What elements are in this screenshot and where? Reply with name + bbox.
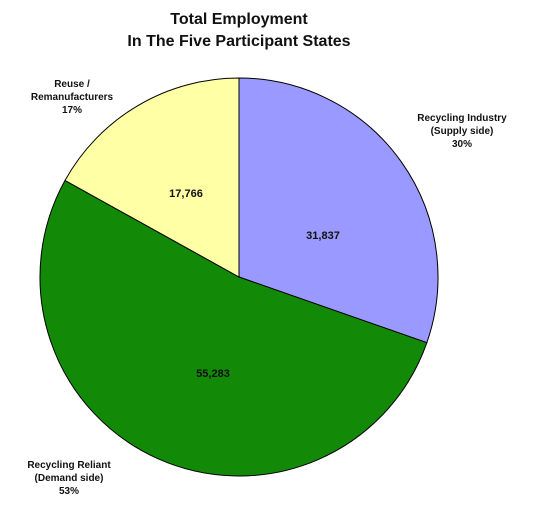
value-label-recycling-industry: 31,837: [306, 230, 340, 242]
category-label-recycling-reliant: Recycling Reliant (Demand side) 53%: [27, 460, 111, 497]
category-label-recycling-industry: Recycling Industry (Supply side) 30%: [417, 113, 507, 150]
category-label-reuse-remanufacturers: Reuse / Remanufacturers 17%: [31, 79, 114, 116]
pie-slice-reuse-remanufacturers: [64, 77, 240, 278]
value-label-recycling-reliant: 55,283: [196, 368, 230, 380]
pie-slices: [39, 77, 439, 477]
pie-labels: 31,837 Recycling Industry (Supply side) 30%…: [27, 79, 507, 497]
chart-title: Total Employment: [170, 11, 308, 28]
value-label-reuse-remanufacturers: 17,766: [169, 188, 203, 200]
chart-subtitle: In The Five Participant States: [127, 33, 350, 50]
pie-slice-recycling-industry: [238, 77, 439, 344]
pie-slice-recycling-reliant: [39, 179, 428, 477]
